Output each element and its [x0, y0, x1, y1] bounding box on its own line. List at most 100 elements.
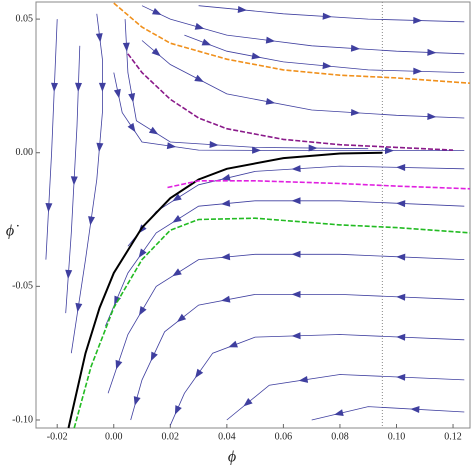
- arrowhead: [291, 250, 301, 258]
- arrowhead: [152, 8, 162, 15]
- arrowhead: [252, 146, 262, 154]
- x-tick-label: 0.08: [331, 431, 349, 442]
- x-axis-label: ϕ: [228, 449, 236, 466]
- arrowhead: [427, 113, 437, 120]
- arrowhead: [150, 351, 158, 362]
- arrowhead: [172, 193, 182, 202]
- streamline: [130, 294, 465, 421]
- arrowhead: [334, 409, 344, 416]
- arrowhead: [127, 122, 136, 133]
- arrowhead: [176, 313, 187, 323]
- arrowhead: [291, 165, 301, 173]
- x-tick-label: 0.04: [218, 431, 236, 442]
- arrowhead: [291, 332, 301, 340]
- arrowhead: [195, 368, 204, 379]
- arrowhead: [413, 16, 423, 24]
- arrowhead: [385, 147, 394, 155]
- streamline: [127, 165, 465, 247]
- arrowhead: [151, 47, 161, 57]
- streamline: [184, 34, 465, 73]
- arrowhead: [88, 216, 95, 226]
- curve: [67, 151, 383, 429]
- arrowhead: [75, 302, 83, 313]
- arrowhead: [220, 199, 231, 207]
- arrowhead: [396, 164, 406, 171]
- curve: [113, 2, 471, 84]
- arrowhead: [133, 396, 141, 406]
- arrowhead: [139, 306, 147, 316]
- arrowhead: [291, 290, 301, 298]
- arrowhead: [220, 253, 231, 261]
- arrowhead: [201, 38, 212, 46]
- curve: [127, 53, 454, 151]
- arrowhead: [322, 12, 332, 20]
- arrowhead: [45, 203, 53, 213]
- y-tick-label: -0.10: [12, 414, 33, 425]
- arrowhead: [396, 333, 406, 341]
- curve: [73, 217, 471, 429]
- arrowhead: [172, 268, 182, 277]
- streamline: [311, 406, 465, 421]
- arrowhead: [194, 22, 205, 30]
- arrowhead: [209, 141, 219, 148]
- x-tick-label: -0.02: [47, 431, 68, 442]
- x-tick-label: 0.12: [444, 431, 462, 442]
- curve: [167, 180, 471, 190]
- arrowhead: [308, 144, 318, 152]
- arrowhead: [396, 373, 406, 381]
- arrowhead: [265, 98, 276, 105]
- arrowhead: [98, 82, 106, 92]
- arrowhead: [148, 126, 159, 135]
- arrowhead: [243, 398, 253, 407]
- arrowhead: [396, 200, 406, 208]
- arrowhead: [128, 93, 136, 103]
- arrowhead: [51, 82, 58, 92]
- x-tick-label: 0.02: [162, 431, 180, 442]
- arrowhead: [350, 44, 361, 52]
- y-tick-label: 0.05: [16, 13, 34, 24]
- y-axis-label: ϕ̇: [6, 223, 19, 240]
- arrowhead: [115, 359, 123, 370]
- plot-frame: [35, 1, 471, 429]
- arrowhead: [194, 74, 204, 82]
- arrowhead: [396, 293, 406, 301]
- arrowhead: [265, 36, 276, 44]
- arrowhead: [65, 269, 73, 279]
- arrowhead: [228, 340, 238, 348]
- arrowhead: [427, 48, 437, 56]
- streamline: [70, 13, 103, 354]
- arrowhead: [237, 6, 247, 13]
- arrowhead: [96, 142, 104, 152]
- arrowhead: [95, 33, 103, 43]
- streamline: [141, 5, 465, 55]
- arrowhead: [221, 174, 231, 181]
- streamline: [104, 200, 465, 327]
- streamline: [169, 334, 465, 426]
- arrowhead: [298, 376, 309, 383]
- streamline: [113, 72, 465, 151]
- x-tick-label: 0.06: [275, 431, 293, 442]
- y-tick-label: -0.05: [12, 281, 33, 292]
- arrowhead: [410, 406, 420, 413]
- streamline: [226, 374, 465, 421]
- arrowhead: [322, 62, 332, 70]
- arrowhead: [221, 295, 231, 303]
- arrowhead: [413, 67, 423, 75]
- arrowhead: [172, 215, 182, 223]
- arrowhead: [70, 176, 78, 186]
- arrowhead: [350, 109, 361, 116]
- x-tick-label: 0.00: [105, 431, 123, 442]
- arrowhead: [166, 142, 177, 150]
- arrowhead: [138, 248, 147, 258]
- arrowhead: [396, 253, 406, 261]
- streamline: [107, 253, 465, 394]
- x-tick-label: 0.10: [388, 431, 406, 442]
- arrowhead: [75, 82, 82, 92]
- streamline: [45, 19, 58, 260]
- arrowhead: [122, 42, 130, 52]
- arrowhead: [251, 52, 261, 60]
- arrowhead: [174, 405, 182, 415]
- arrowhead: [113, 88, 121, 99]
- y-tick-label: 0.00: [16, 147, 34, 158]
